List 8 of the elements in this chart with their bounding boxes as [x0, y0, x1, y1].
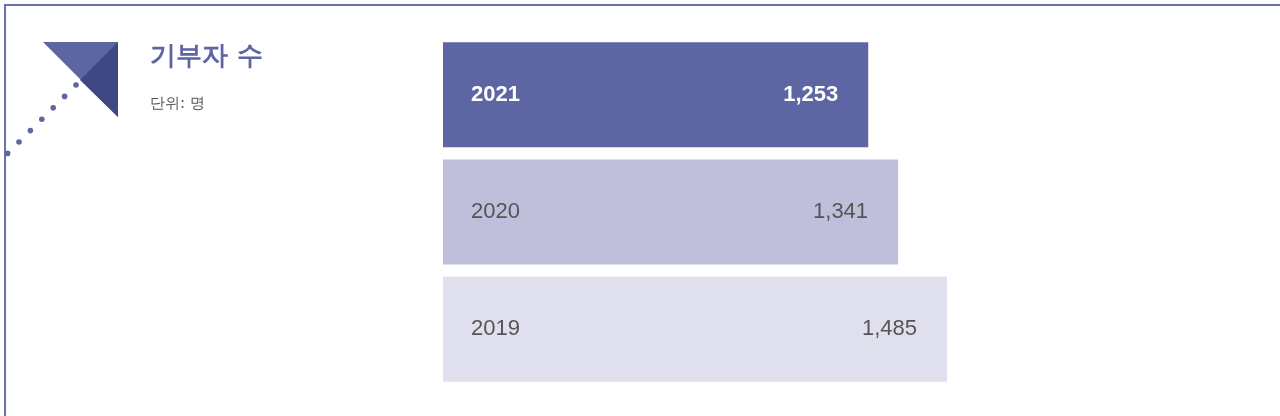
y-tick-label: 2020: [471, 198, 520, 224]
data-label: 1,253: [783, 80, 839, 106]
y-tick-label: 2019: [471, 315, 520, 341]
y-tick-label: 2021: [471, 80, 520, 106]
text: 기부자 수: [150, 39, 264, 72]
data-label: 1,485: [861, 315, 917, 341]
text: 단위: 명: [150, 94, 205, 113]
data-label: 1,341: [813, 198, 869, 224]
